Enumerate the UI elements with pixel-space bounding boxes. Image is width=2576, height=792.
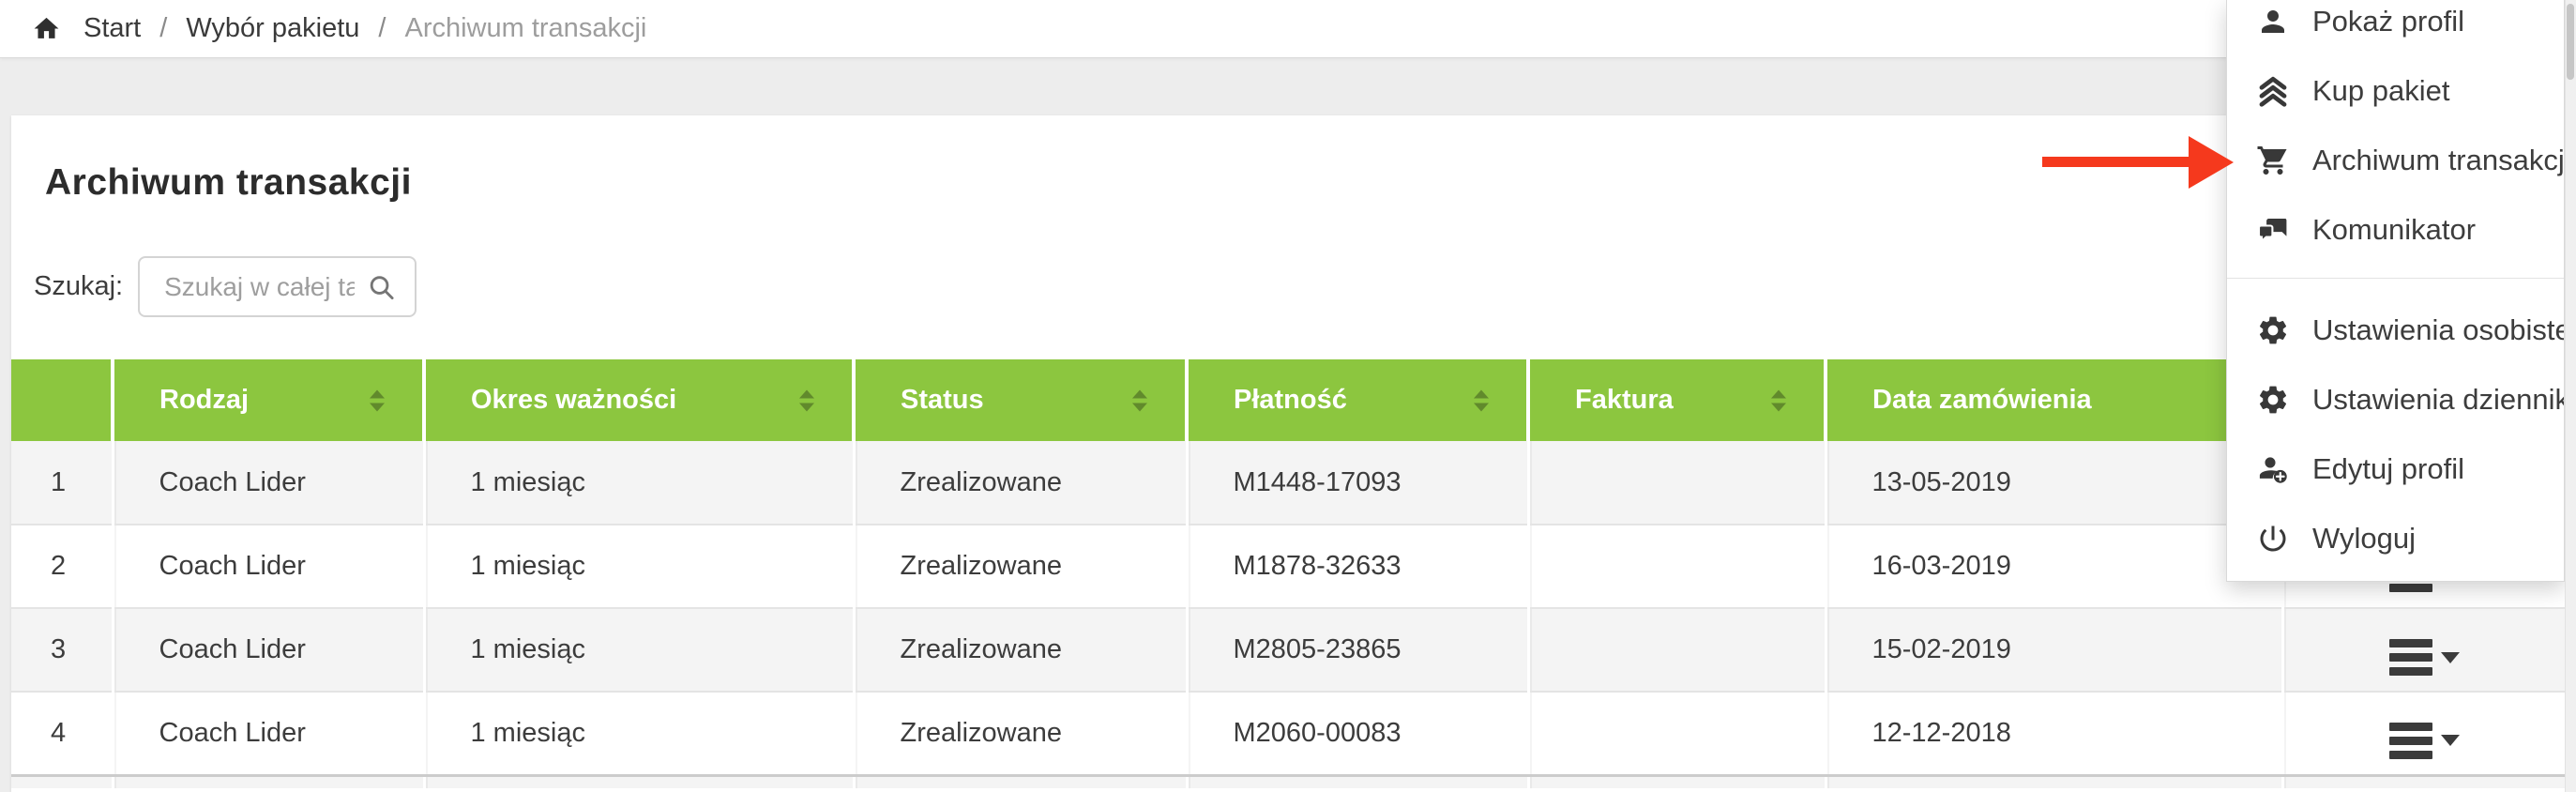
menu-item-komunikator[interactable]: Komunikator [2227, 195, 2564, 265]
menu-item-edytuj-profil[interactable]: Edytuj profil [2227, 434, 2564, 504]
cell-faktura [1526, 608, 1826, 693]
menu-item-kup-pakiet[interactable]: Kup pakiet [2227, 56, 2564, 126]
breadcrumb-wybor-pakietu[interactable]: Wybór pakietu [186, 13, 360, 43]
table-header-row: Rodzaj Okres ważności Status Płatność Fa… [11, 359, 2565, 441]
cell-platnosc: M2805-23865 [1185, 608, 1528, 693]
scrollbar-thumb[interactable] [2567, 4, 2574, 80]
cell-status: Zrealizowane [852, 692, 1187, 777]
power-icon [2260, 525, 2286, 552]
col-header-faktura[interactable]: Faktura [1526, 359, 1826, 441]
menu-item-ustawienia-dziennika[interactable]: Ustawienia dziennika [2227, 365, 2564, 434]
row-actions-menu-button[interactable] [2388, 639, 2460, 676]
menu-item-ustawienia-osobiste[interactable]: Ustawienia osobiste [2227, 296, 2564, 365]
cell-rodzaj: Coach Lider [111, 441, 424, 525]
hamburger-icon [2388, 639, 2432, 676]
sort-icon[interactable] [1474, 389, 1489, 411]
chevrons-up-icon [2259, 76, 2287, 107]
caret-down-icon [2440, 735, 2460, 747]
cell-index: 4 [11, 692, 113, 777]
home-icon[interactable] [32, 14, 61, 43]
table-row: 2 Coach Lider 1 miesiąc Zrealizowane M18… [11, 525, 2565, 609]
person-icon [2262, 10, 2284, 33]
search-box [138, 256, 417, 317]
breadcrumb-separator: / [378, 13, 386, 43]
breadcrumb-start[interactable]: Start [83, 13, 142, 43]
chat-icon [2257, 219, 2287, 244]
col-header-status[interactable]: Status [852, 359, 1187, 441]
caret-down-icon [2440, 651, 2460, 663]
annotation-arrow-icon [2189, 136, 2234, 189]
search-label: Szukaj: [34, 271, 124, 301]
col-header-data-zamowienia[interactable]: Data zamówienia [1824, 359, 2282, 441]
gear-icon [2259, 316, 2287, 344]
cell-platnosc: M1448-17093 [1185, 441, 1528, 525]
cell-index: 2 [11, 525, 113, 609]
cell-status: Zrealizowane [852, 608, 1187, 693]
page-title: Archiwum transakcji [45, 162, 412, 203]
breadcrumb-separator: / [159, 13, 168, 43]
table-row-partial [11, 775, 2565, 788]
cart-icon [2257, 146, 2287, 175]
search-row: Szukaj: [34, 256, 417, 317]
cell-platnosc: M1878-32633 [1185, 525, 1528, 609]
scrollbar-track[interactable] [2565, 0, 2576, 792]
cell-faktura [1526, 692, 1826, 777]
search-icon [370, 275, 394, 299]
sort-icon[interactable] [1132, 389, 1147, 411]
cell-status: Zrealizowane [852, 441, 1187, 525]
cell-data: 12-12-2018 [1824, 692, 2282, 777]
table-row: 3 Coach Lider 1 miesiąc Zrealizowane M28… [11, 608, 2565, 693]
annotation-arrow-shaft [2042, 157, 2190, 167]
cell-okres: 1 miesiąc [422, 692, 854, 777]
cell-platnosc: M2060-00083 [1185, 692, 1528, 777]
gear-icon [2259, 386, 2287, 414]
breadcrumb-bar: Start / Wybór pakietu / Archiwum transak… [0, 0, 2576, 58]
cell-index: 3 [11, 608, 113, 693]
content-card: Archiwum transakcji Szukaj: Rodzaj Okres… [11, 115, 2565, 792]
col-header-rodzaj[interactable]: Rodzaj [111, 359, 424, 441]
cell-data: 16-03-2019 [1824, 525, 2282, 609]
hamburger-icon [2388, 722, 2432, 759]
sort-icon[interactable] [799, 389, 814, 411]
table-row: 4 Coach Lider 1 miesiąc Zrealizowane M20… [11, 692, 2565, 777]
col-header-index [11, 359, 113, 441]
cell-rodzaj: Coach Lider [111, 608, 424, 693]
cell-data: 15-02-2019 [1824, 608, 2282, 693]
cell-faktura [1526, 525, 1826, 609]
cell-status: Zrealizowane [852, 525, 1187, 609]
sort-icon[interactable] [1771, 389, 1786, 411]
cell-okres: 1 miesiąc [422, 441, 854, 525]
menu-item-archiwum-transakcji[interactable]: Archiwum transakcji [2227, 126, 2564, 195]
cell-okres: 1 miesiąc [422, 525, 854, 609]
menu-divider [2227, 278, 2564, 279]
table-row: 1 Coach Lider 1 miesiąc Zrealizowane M14… [11, 441, 2565, 525]
cell-rodzaj: Coach Lider [111, 525, 424, 609]
cell-data: 13-05-2019 [1824, 441, 2282, 525]
cell-rodzaj: Coach Lider [111, 692, 424, 777]
breadcrumb-current: Archiwum transakcji [404, 13, 647, 43]
row-actions-menu-button[interactable] [2388, 722, 2460, 759]
transactions-table: Rodzaj Okres ważności Status Płatność Fa… [11, 359, 2565, 788]
sort-icon[interactable] [370, 389, 385, 411]
menu-item-wyloguj[interactable]: Wyloguj [2227, 504, 2564, 573]
cell-okres: 1 miesiąc [422, 608, 854, 693]
col-header-okres[interactable]: Okres ważności [422, 359, 854, 441]
cell-faktura [1526, 441, 1826, 525]
menu-item-pokaz-profil[interactable]: Pokaż profil [2227, 0, 2564, 56]
search-input[interactable] [138, 256, 417, 317]
col-header-platnosc[interactable]: Płatność [1185, 359, 1528, 441]
user-dropdown-menu: Pokaż profil Kup pakiet Archiwum transak… [2226, 0, 2565, 582]
cell-index: 1 [11, 441, 113, 525]
person-add-icon [2259, 457, 2287, 483]
